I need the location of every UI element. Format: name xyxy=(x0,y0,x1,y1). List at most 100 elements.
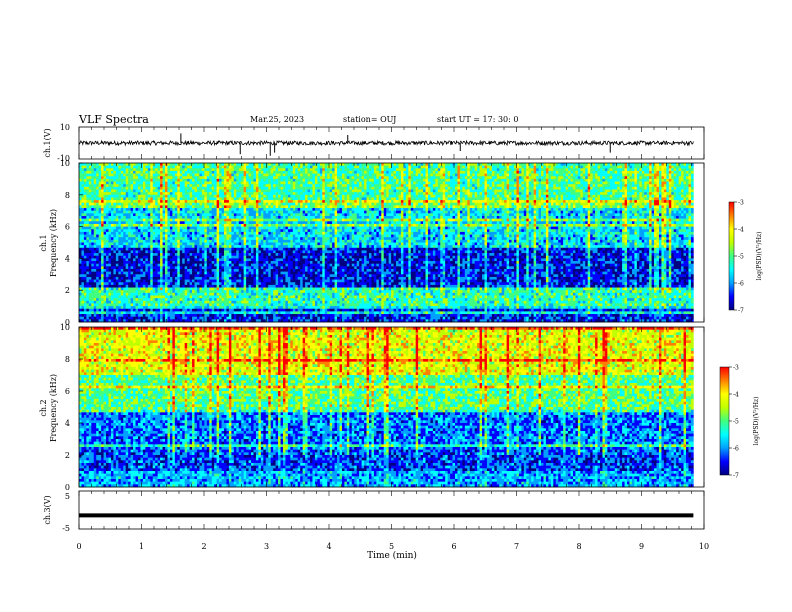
spectrogram-cell xyxy=(197,211,200,214)
spectrogram-cell xyxy=(295,163,298,166)
spectrogram-cell xyxy=(426,208,429,211)
spectrogram-cell xyxy=(482,171,485,174)
spectrogram-cell xyxy=(467,192,470,195)
spectrogram-cell xyxy=(165,200,168,203)
spectrogram-cell xyxy=(140,197,143,200)
spectrogram-cell xyxy=(519,195,522,198)
spectrogram-cell xyxy=(192,171,195,174)
spectrogram-cell xyxy=(661,166,664,169)
spectrogram-cell xyxy=(568,171,571,174)
spectrogram-cell xyxy=(561,205,564,208)
spectrogram-cell xyxy=(239,187,242,190)
spectrogram-cell xyxy=(239,171,242,174)
spectrogram-cell xyxy=(389,190,392,193)
spectrogram-cell xyxy=(175,179,178,182)
spectrogram-cell xyxy=(251,182,254,185)
spectrogram-cell xyxy=(507,179,510,182)
spectrogram-cell xyxy=(433,192,436,195)
spectrogram-cell xyxy=(649,187,652,190)
spectrogram-cell xyxy=(433,174,436,177)
spectrogram-cell xyxy=(502,200,505,203)
spectrogram-cell xyxy=(217,174,220,177)
spectrogram-cell xyxy=(435,195,438,198)
spectrogram-cell xyxy=(241,187,244,190)
spectrogram-cell xyxy=(278,190,281,193)
spectrogram-cell xyxy=(659,163,662,166)
spectrogram-cell xyxy=(222,187,225,190)
spectrogram-cell xyxy=(534,205,537,208)
spectrogram-cell xyxy=(308,192,311,195)
spectrogram-cell xyxy=(158,166,161,169)
spectrogram-cell xyxy=(231,190,234,193)
spectrogram-cell xyxy=(477,187,480,190)
spectrogram-cell xyxy=(251,200,254,203)
spectrogram-cell xyxy=(108,174,111,177)
spectrogram-cell xyxy=(435,200,438,203)
spectrogram-cell xyxy=(384,187,387,190)
spectrogram-cell xyxy=(600,166,603,169)
spectrogram-cell xyxy=(585,197,588,200)
spectrogram-cell xyxy=(617,187,620,190)
spectrogram-cell xyxy=(180,190,183,193)
spectrogram-cell xyxy=(202,195,205,198)
spectrogram-cell xyxy=(199,200,202,203)
spectrogram-cell xyxy=(320,174,323,177)
spectrogram-cell xyxy=(271,213,274,216)
spectrogram-cell xyxy=(654,205,657,208)
spectrogram-cell xyxy=(484,184,487,187)
spectrogram-cell xyxy=(504,192,507,195)
spectrogram-cell xyxy=(666,174,669,177)
spectrogram-cell xyxy=(111,190,114,193)
spectrogram-cell xyxy=(312,213,315,216)
spectrogram-cell xyxy=(153,171,156,174)
spectrogram-cell xyxy=(529,208,532,211)
spectrogram-cell xyxy=(401,200,404,203)
spectrogram-cell xyxy=(322,190,325,193)
spectrogram-cell xyxy=(136,174,139,177)
spectrogram-cell xyxy=(391,182,394,185)
spectrogram-cell xyxy=(374,208,377,211)
spectrogram-cell xyxy=(512,197,515,200)
spectrogram-cell xyxy=(195,200,198,203)
spectrogram-cell xyxy=(344,213,347,216)
spectrogram-cell xyxy=(585,187,588,190)
spectrogram-cell xyxy=(106,179,109,182)
spectrogram-cell xyxy=(209,213,212,216)
spectrogram-cell xyxy=(241,174,244,177)
spectrogram-cell xyxy=(394,205,397,208)
spectrogram-cell xyxy=(239,184,242,187)
spectrogram-cell xyxy=(204,213,207,216)
spectrogram-cell xyxy=(514,197,517,200)
spectrogram-cell xyxy=(585,184,588,187)
spectrogram-cell xyxy=(531,187,534,190)
spectrogram-cell xyxy=(352,192,355,195)
spectrogram-cell xyxy=(676,187,679,190)
spectrogram-cell xyxy=(303,182,306,185)
spectrogram-cell xyxy=(369,200,372,203)
spectrogram-cell xyxy=(180,192,183,195)
spectrogram-cell xyxy=(553,166,556,169)
spectrogram-cell xyxy=(647,205,650,208)
spectrogram-cell xyxy=(128,187,131,190)
spectrogram-cell xyxy=(222,195,225,198)
spectrogram-cell xyxy=(96,171,99,174)
spectrogram-cell xyxy=(457,203,460,206)
spectrogram-cell xyxy=(413,192,416,195)
spectrogram-cell xyxy=(634,195,637,198)
spectrogram-cell xyxy=(320,192,323,195)
spectrogram-cell xyxy=(268,192,271,195)
spectrogram-cell xyxy=(212,192,215,195)
spectrogram-cell xyxy=(647,190,650,193)
spectrogram-cell xyxy=(588,205,591,208)
spectrogram-cell xyxy=(480,190,483,193)
spectrogram-cell xyxy=(546,205,549,208)
spectrogram-cell xyxy=(448,176,451,179)
spectrogram-cell xyxy=(657,179,660,182)
spectrogram-cell xyxy=(416,200,419,203)
spectrogram-cell xyxy=(541,195,544,198)
spectrogram-cell xyxy=(521,182,524,185)
spectrogram-cell xyxy=(148,190,151,193)
spectrogram-cell xyxy=(349,195,352,198)
spectrogram-cell xyxy=(524,208,527,211)
spectrogram-cell xyxy=(684,184,687,187)
